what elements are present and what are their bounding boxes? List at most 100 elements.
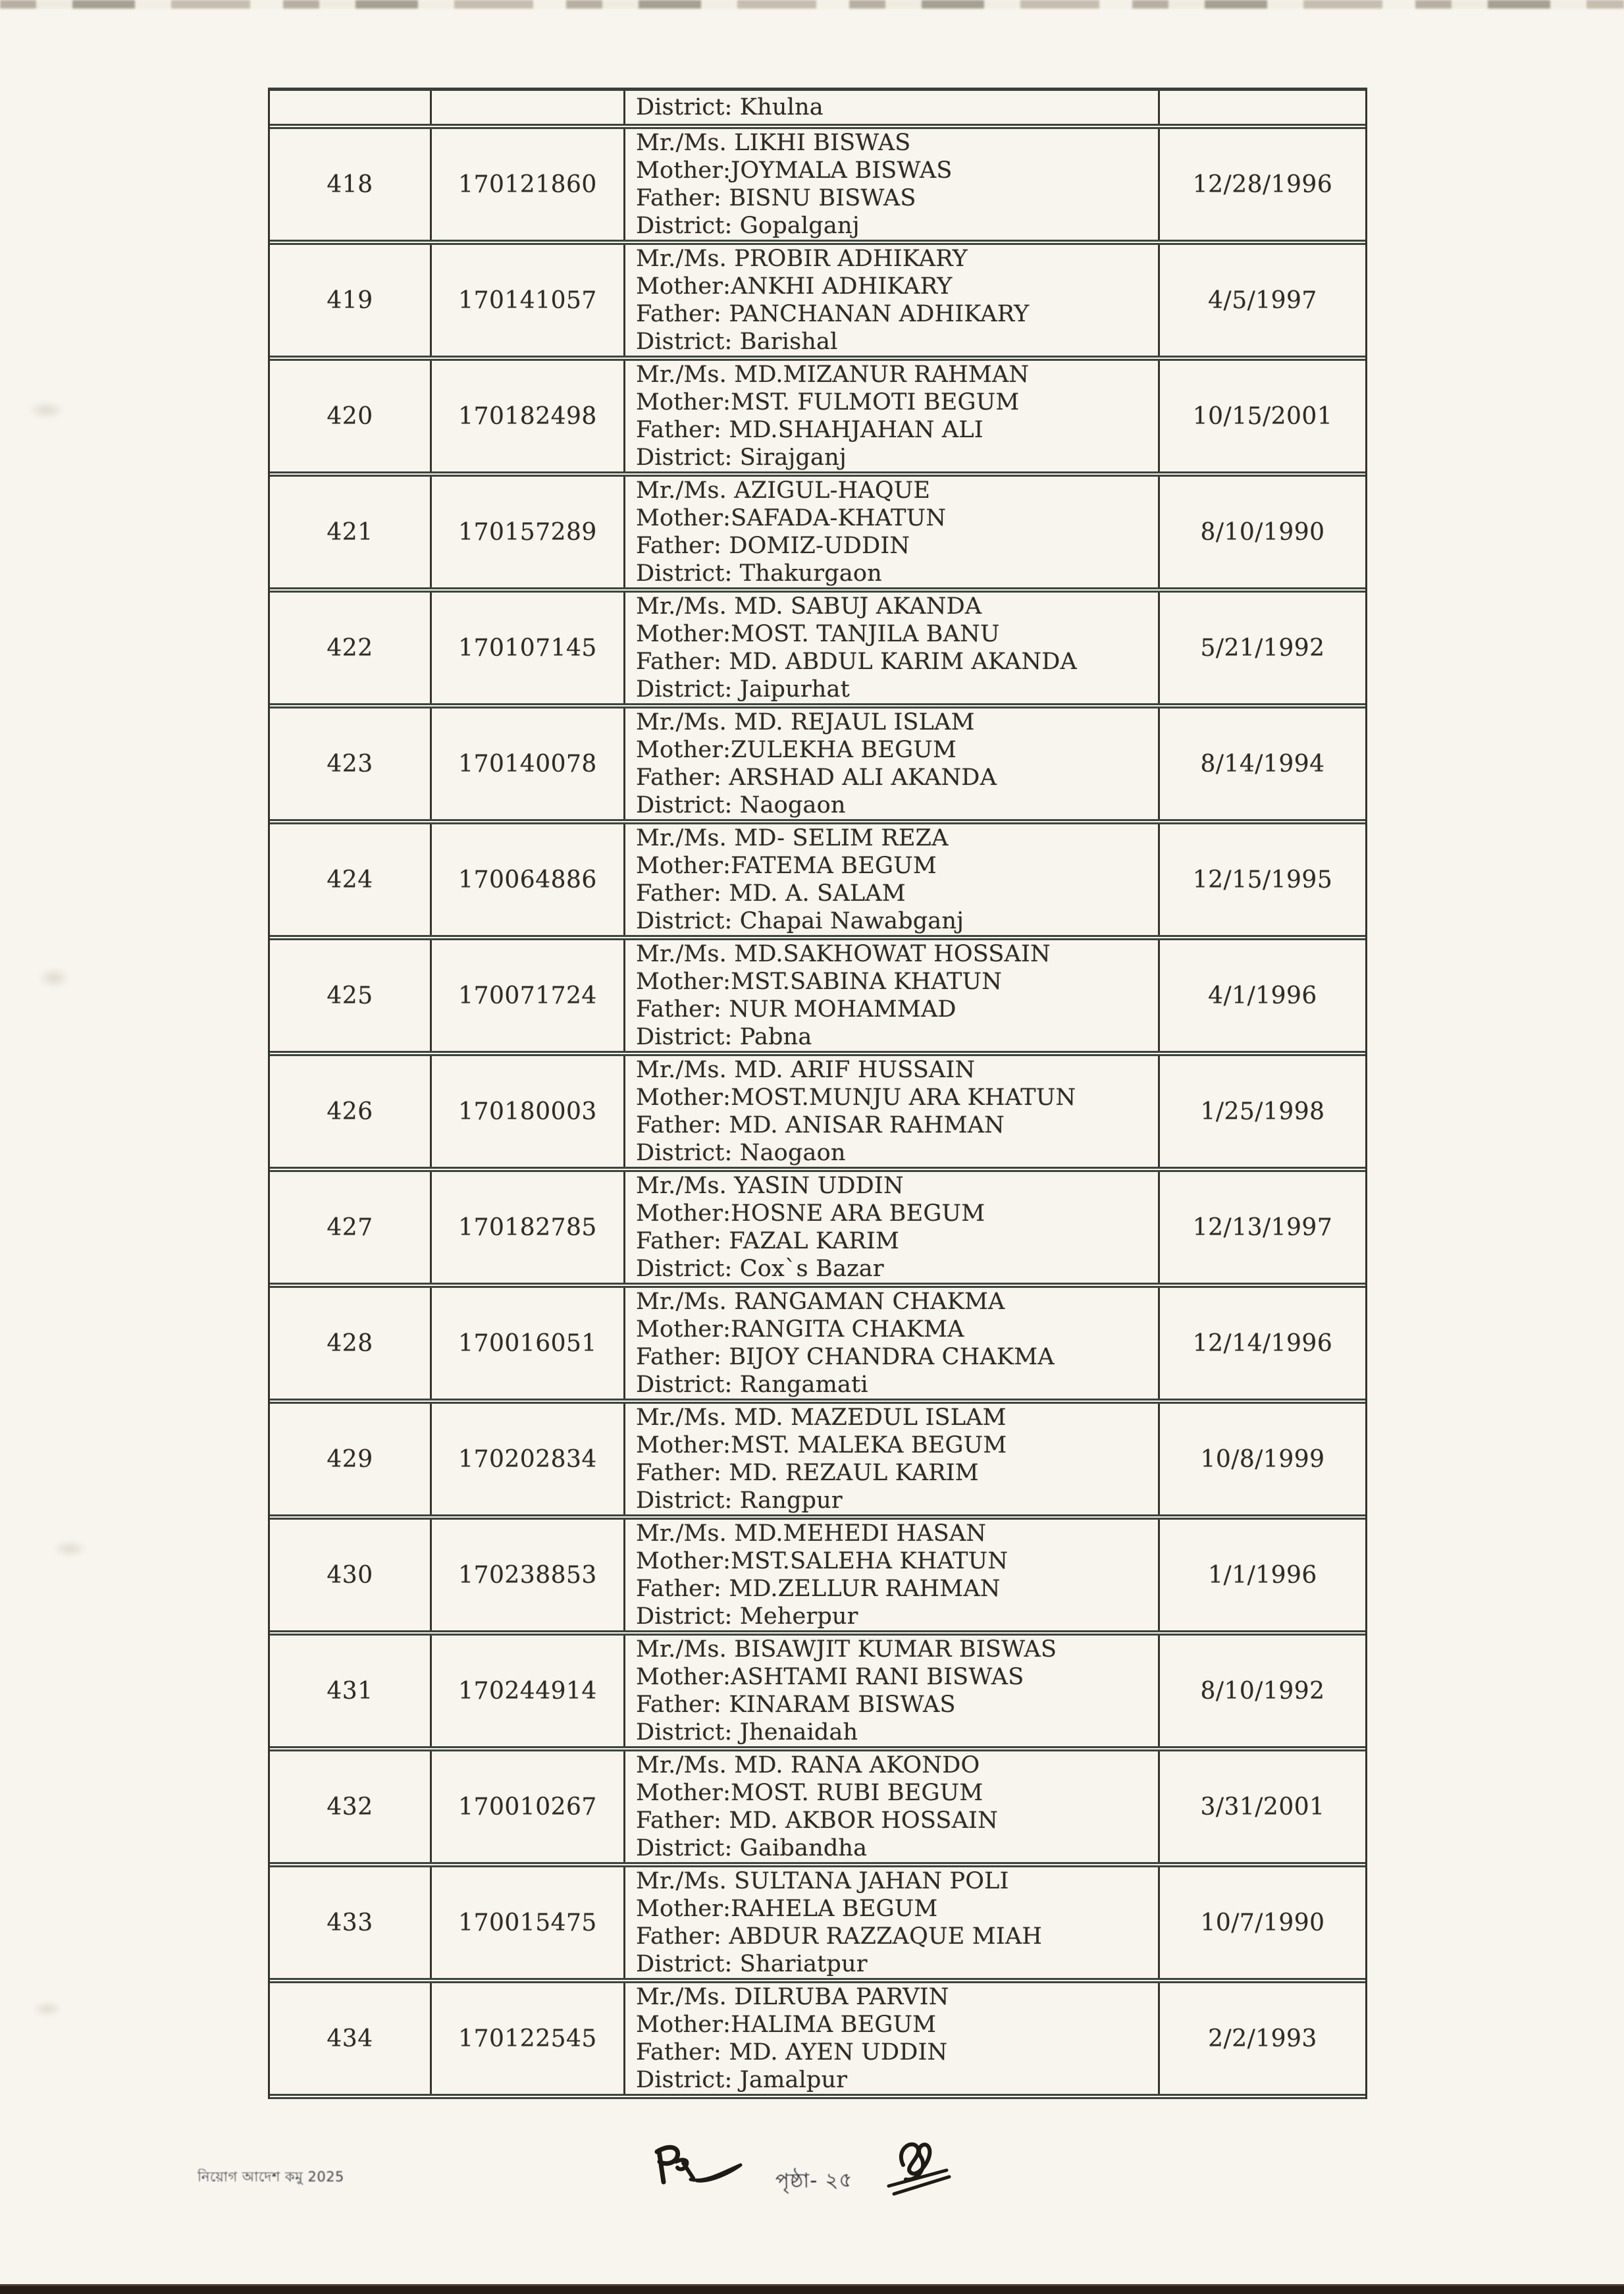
district-line: District: Rangpur [636,1487,843,1514]
name-line: Mr./Ms. MD. ARIF HUSSAIN [636,1057,976,1083]
serial-number: 424 [327,866,373,894]
id-number: 170180003 [458,1098,597,1125]
name-line: Mr./Ms. PROBIR ADHIKARY [636,246,968,272]
mother-line: Mother:MOST. RUBI BEGUM [636,1780,983,1806]
table-row: 425 170071724 Mr./Ms. MD.SAKHOWAT HOSSAI… [270,940,1365,1056]
person-details-cell: Mr./Ms. AZIGUL-HAQUE Mother:SAFADA-KHATU… [625,477,1160,587]
father-line: Father: MD. REZAUL KARIM [636,1460,979,1486]
id-number: 170244914 [458,1677,597,1705]
serial-cell: 434 [270,1983,432,2094]
serial-cell: 420 [270,361,432,471]
district-line: District: Naogaon [636,792,846,818]
person-details-cell: Mr./Ms. MD. MAZEDUL ISLAM Mother:MST. MA… [625,1404,1160,1514]
table-row: 427 170182785 Mr./Ms. YASIN UDDIN Mother… [270,1172,1365,1288]
dob-value: 4/5/1997 [1208,286,1317,314]
person-details-cell: Mr./Ms. MD. REJAUL ISLAM Mother:ZULEKHA … [625,708,1160,819]
dob-cell: 12/14/1996 [1160,1288,1365,1399]
id-number: 170015475 [458,1909,597,1936]
name-line: Mr./Ms. MD. MAZEDUL ISLAM [636,1404,1007,1431]
serial-cell: 433 [270,1867,432,1978]
id-number: 170238853 [458,1561,597,1589]
id-cell: 170180003 [432,1056,625,1167]
name-line: Mr./Ms. MD.MIZANUR RAHMAN [636,361,1030,388]
father-line: Father: NUR MOHAMMAD [636,996,956,1023]
serial-number: 428 [327,1329,373,1357]
district-line: District: Jamalpur [636,2067,848,2093]
father-line: Father: DOMIZ-UDDIN [636,533,910,559]
mother-line: Mother:HOSNE ARA BEGUM [636,1200,985,1227]
serial-number: 420 [327,402,373,430]
serial-number: 421 [327,518,373,546]
table-row: 433 170015475 Mr./Ms. SULTANA JAHAN POLI… [270,1867,1365,1983]
serial-cell: 423 [270,708,432,819]
id-number: 170141057 [458,286,597,314]
father-line: Father: BIJOY CHANDRA CHAKMA [636,1344,1055,1370]
id-cell: 170010267 [432,1751,625,1862]
records-table: District: Khulna 418 170121860 Mr./Ms. L… [268,88,1367,2099]
dob-value: 12/13/1997 [1192,1214,1333,1241]
serial-cell: 432 [270,1751,432,1862]
dob-cell: 3/31/2001 [1160,1751,1365,1862]
dob-cell: 12/15/1995 [1160,824,1365,935]
id-number: 170202834 [458,1445,597,1473]
table-row: 421 170157289 Mr./Ms. AZIGUL-HAQUE Mothe… [270,477,1365,593]
mother-line: Mother:ZULEKHA BEGUM [636,737,956,763]
id-cell: 170182785 [432,1172,625,1283]
name-line: Mr./Ms. MD. RANA AKONDO [636,1752,980,1778]
serial-cell: 421 [270,477,432,587]
dob-cell: 8/10/1992 [1160,1636,1365,1746]
id-number: 170010267 [458,1793,597,1821]
scan-smudge [38,968,70,988]
id-cell: 170122545 [432,1983,625,2094]
table-row: 428 170016051 Mr./Ms. RANGAMAN CHAKMA Mo… [270,1288,1365,1404]
table-row-carryover: District: Khulna [270,91,1365,129]
dob-value: 12/15/1995 [1192,866,1333,894]
mother-line: Mother:MST. FULMOTI BEGUM [636,389,1020,415]
name-line: Mr./Ms. DILRUBA PARVIN [636,1984,949,2010]
mother-line: Mother:ASHTAMI RANI BISWAS [636,1664,1024,1690]
dob-cell: 1/25/1998 [1160,1056,1365,1167]
father-line: Father: ABDUR RAZZAQUE MIAH [636,1923,1043,1950]
person-details-cell: District: Khulna [625,91,1160,124]
id-cell: 170140078 [432,708,625,819]
signature-scribble-right [881,2133,960,2206]
name-line: Mr./Ms. YASIN UDDIN [636,1173,904,1199]
serial-number: 419 [327,286,373,314]
id-cell: 170071724 [432,940,625,1051]
mother-line: Mother:MOST. TANJILA BANU [636,621,1000,647]
serial-cell: 426 [270,1056,432,1167]
id-number: 170182785 [458,1214,597,1241]
mother-line: Mother:HALIMA BEGUM [636,2012,937,2038]
person-details-cell: Mr./Ms. MD.MEHEDI HASAN Mother:MST.SALEH… [625,1520,1160,1630]
dob-value: 5/21/1992 [1200,634,1325,662]
dob-value: 1/25/1998 [1200,1098,1325,1125]
table-row: 432 170010267 Mr./Ms. MD. RANA AKONDO Mo… [270,1751,1365,1867]
dob-cell: 1/1/1996 [1160,1520,1365,1630]
id-cell: 170202834 [432,1404,625,1514]
dob-cell: 10/15/2001 [1160,361,1365,471]
dob-cell: 10/8/1999 [1160,1404,1365,1514]
serial-cell: 419 [270,245,432,356]
person-details-cell: Mr./Ms. MD. ARIF HUSSAIN Mother:MOST.MUN… [625,1056,1160,1167]
scan-smudge [53,1541,87,1557]
serial-cell: 427 [270,1172,432,1283]
mother-line: Mother:FATEMA BEGUM [636,853,937,879]
serial-cell: 425 [270,940,432,1051]
table-row: 419 170141057 Mr./Ms. PROBIR ADHIKARY Mo… [270,245,1365,361]
district-line: District: Jhenaidah [636,1719,858,1746]
scan-bottom-edge [0,2284,1624,2294]
name-line: Mr./Ms. AZIGUL-HAQUE [636,477,931,504]
table-row: 429 170202834 Mr./Ms. MD. MAZEDUL ISLAM … [270,1404,1365,1520]
mother-line: Mother:MST.SABINA KHATUN [636,969,1003,995]
id-cell: 170015475 [432,1867,625,1978]
mother-line: Mother:MOST.MUNJU ARA KHATUN [636,1084,1076,1111]
person-details-cell: Mr./Ms. SULTANA JAHAN POLI Mother:RAHELA… [625,1867,1160,1978]
table-row: 430 170238853 Mr./Ms. MD.MEHEDI HASAN Mo… [270,1520,1365,1636]
district-line: District: Thakurgaon [636,560,882,587]
father-line: Father: MD.ZELLUR RAHMAN [636,1576,1001,1602]
id-number: 170071724 [458,982,597,1009]
serial-cell: 428 [270,1288,432,1399]
district-line: District: Sirajganj [636,444,847,471]
table-row: 434 170122545 Mr./Ms. DILRUBA PARVIN Mot… [270,1983,1365,2099]
